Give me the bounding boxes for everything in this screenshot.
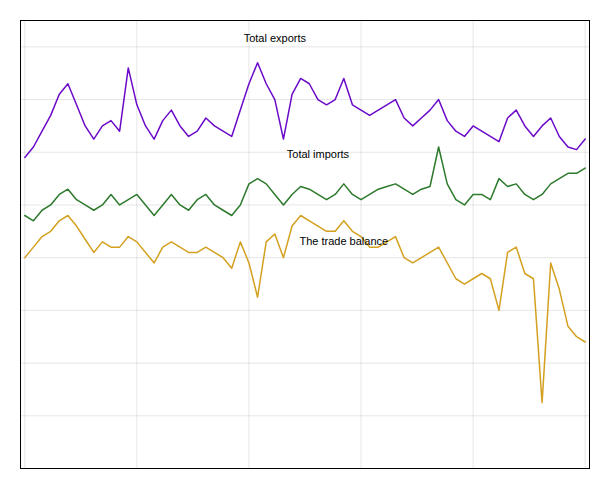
svg-text:Total imports: Total imports bbox=[287, 148, 350, 160]
svg-text:The trade balance: The trade balance bbox=[299, 235, 388, 247]
svg-text:Total exports: Total exports bbox=[244, 32, 307, 44]
